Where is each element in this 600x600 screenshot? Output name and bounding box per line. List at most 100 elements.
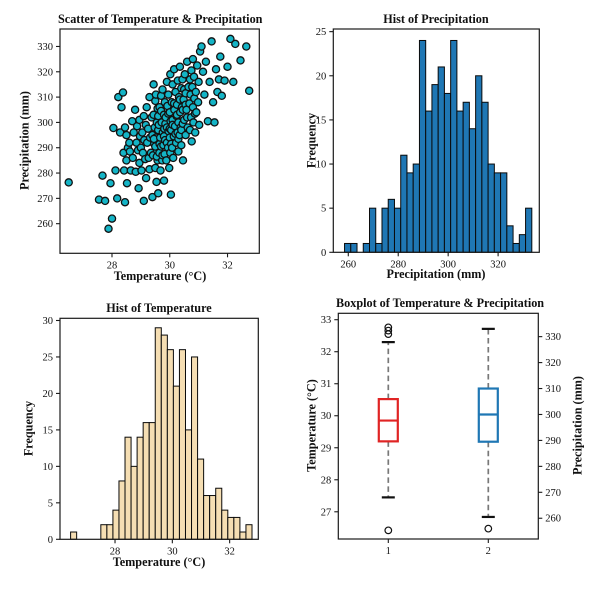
temp-hist-axes: 28 30 32 0 5 10 15 20 25 30 <box>43 316 235 557</box>
hist-bar <box>221 509 229 540</box>
temp-hist-ylabel: Frequency <box>21 400 36 457</box>
tick-label: 310 <box>545 384 561 395</box>
tick-label: 33 <box>321 315 332 326</box>
hist-bar <box>245 524 253 540</box>
scatter-xlabel: Temperature (°C) <box>113 269 207 283</box>
outlier-point <box>384 323 393 332</box>
hist-bar <box>431 84 439 253</box>
hist-bar <box>500 172 508 253</box>
tick-label: 260 <box>340 259 356 270</box>
hist-bar <box>203 495 211 540</box>
tick-label: 32 <box>321 347 332 358</box>
hist-bar <box>450 39 458 253</box>
tick-label: 30 <box>167 546 178 557</box>
tick-label: 30 <box>43 316 54 327</box>
hist-bar <box>209 495 217 540</box>
hist-bar <box>443 92 452 253</box>
tick-label: 280 <box>390 259 406 270</box>
hist-bar <box>184 429 193 540</box>
temp-hist-xlabel: Temperature (°C) <box>112 555 206 569</box>
hist-bar <box>362 242 371 253</box>
tick-label: 260 <box>37 219 53 230</box>
hist-bar <box>197 458 205 540</box>
tick-label: 280 <box>37 169 53 180</box>
hist-bar <box>112 509 120 540</box>
tick-label: 330 <box>545 332 561 343</box>
tick-label: 29 <box>321 443 332 454</box>
hist-bar <box>148 422 156 540</box>
precip-hist-panel: 260 280 300 320 0 5 10 15 20 25 <box>316 27 540 270</box>
precip-hist-xlabel: Precipitation (mm) <box>386 267 486 281</box>
hist-bar <box>412 163 420 253</box>
hist-bar <box>178 349 186 540</box>
tick-label: 270 <box>545 488 561 499</box>
hist-bar <box>512 242 520 253</box>
tick-label: 270 <box>37 194 53 205</box>
hist-bar <box>172 385 180 540</box>
temp-hist-title: Hist of Temperature <box>106 301 212 315</box>
scatter-axes: 28 30 32 260 270 280 290 300 310 320 330 <box>37 42 233 271</box>
tick-label: 0 <box>48 535 53 546</box>
tick-label: 27 <box>321 507 332 518</box>
boxplot-title: Boxplot of Temperature & Precipitation <box>336 296 545 310</box>
tick-label: 30 <box>165 260 176 271</box>
tick-label: 25 <box>43 352 54 363</box>
hist-bar <box>456 110 464 253</box>
hist-bar <box>518 234 527 253</box>
hist-bar <box>425 110 433 253</box>
hist-bar <box>239 531 247 540</box>
hist-bar <box>136 436 144 540</box>
tick-label: 290 <box>37 143 53 154</box>
hist-bar <box>154 327 162 540</box>
outlier-point <box>484 524 493 533</box>
tick-label: 0 <box>321 248 326 259</box>
tick-label: 20 <box>316 71 327 82</box>
hist-bar <box>487 163 495 253</box>
tick-label: 330 <box>37 42 53 53</box>
tick-label: 310 <box>37 93 53 104</box>
hist-bar <box>418 39 427 253</box>
hist-bar <box>215 487 223 540</box>
tick-label: 320 <box>490 259 506 270</box>
tick-label: 15 <box>43 425 54 436</box>
hist-bar <box>233 516 241 540</box>
hist-bar <box>393 207 402 253</box>
hist-bar <box>481 101 489 253</box>
precip-hist-axes: 260 280 300 320 0 5 10 15 20 25 <box>316 27 506 270</box>
outlier-point <box>384 326 393 335</box>
tick-label: 31 <box>321 379 332 390</box>
tick-label: 290 <box>545 436 561 447</box>
hist-bar <box>350 242 358 253</box>
hist-bar <box>344 242 352 253</box>
tick-label: 10 <box>43 462 54 473</box>
temp-hist-panel: 28 30 32 0 5 10 15 20 25 30 <box>43 316 259 557</box>
hist-bar <box>506 225 514 253</box>
tick-label: 300 <box>545 410 561 421</box>
hist-bar <box>381 207 389 253</box>
hist-bar <box>160 334 168 540</box>
temp-hist-bars <box>70 327 253 540</box>
hist-bar <box>400 154 408 253</box>
hist-bar <box>462 101 470 253</box>
hist-bar <box>437 66 445 253</box>
precip-hist-bars <box>344 39 533 253</box>
tick-label: 25 <box>316 27 327 38</box>
hist-bar <box>100 524 108 540</box>
tick-label: 32 <box>222 260 233 271</box>
tick-label: 300 <box>440 259 456 270</box>
hist-bar <box>118 480 126 540</box>
boxplot-panel: 1 2 27 28 29 30 31 32 33 260 270 280 290 300 310 320 330 <box>321 312 561 557</box>
hist-bar <box>493 172 502 253</box>
tick-label: 5 <box>48 498 53 509</box>
hist-bar <box>70 531 78 540</box>
precip-hist-ylabel: Frequency <box>304 112 319 169</box>
tick-label: 10 <box>316 160 327 171</box>
tick-label: 5 <box>321 204 326 215</box>
tick-label: 320 <box>37 67 53 78</box>
tick-label: 300 <box>37 118 53 129</box>
tick-label: 20 <box>43 389 54 400</box>
hist-bar <box>124 436 132 540</box>
tick-label: 320 <box>545 358 561 369</box>
scatter-points <box>64 34 254 233</box>
outlier-point <box>384 526 393 535</box>
